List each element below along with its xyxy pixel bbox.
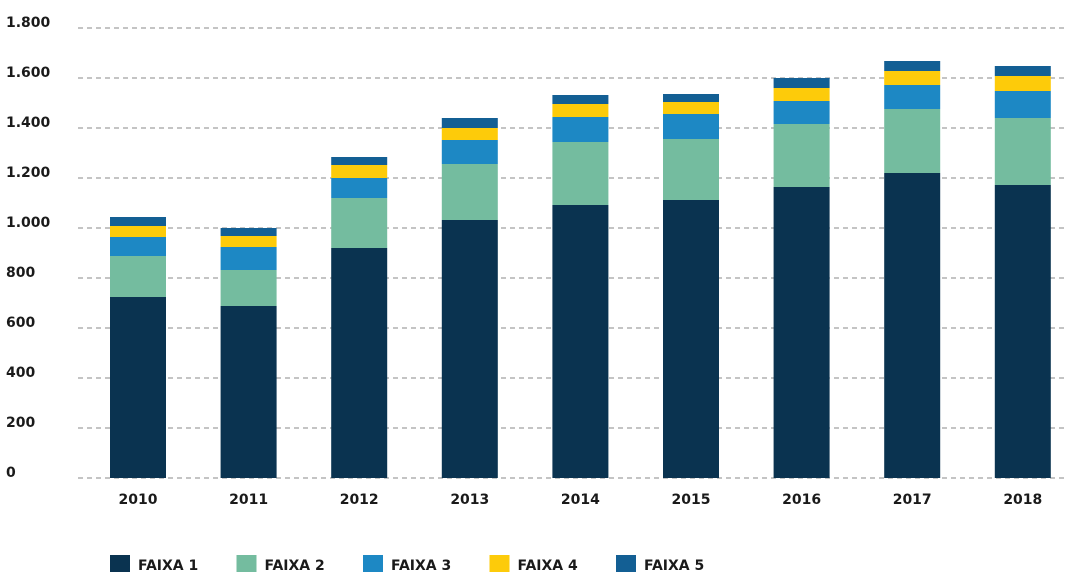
y-tick-label: 1.200 bbox=[6, 165, 51, 181]
bar-segment bbox=[441, 164, 498, 220]
y-tick-label: 0 bbox=[6, 465, 16, 481]
bar-segment bbox=[773, 187, 830, 478]
legend-label: FAIXA 2 bbox=[265, 558, 325, 572]
legend-label: FAIXA 1 bbox=[138, 558, 198, 572]
bar-segment bbox=[773, 88, 830, 101]
bar-segment bbox=[220, 228, 277, 236]
legend-label: FAIXA 4 bbox=[518, 558, 579, 572]
x-tick-label: 2013 bbox=[450, 492, 489, 508]
legend-swatch bbox=[236, 555, 257, 572]
bar-segment bbox=[441, 128, 498, 140]
legend-swatch bbox=[616, 555, 636, 572]
bar-segment bbox=[663, 114, 719, 139]
legend-label: FAIXA 3 bbox=[391, 558, 451, 572]
y-tick-label: 1.000 bbox=[6, 215, 51, 231]
legend-label: FAIXA 5 bbox=[644, 558, 704, 572]
bar-segment bbox=[110, 226, 166, 237]
x-tick-label: 2018 bbox=[1003, 492, 1042, 508]
bar-segment bbox=[441, 220, 498, 478]
legend-swatch bbox=[110, 555, 130, 572]
bar-segment bbox=[773, 124, 830, 187]
x-tick-label: 2017 bbox=[893, 492, 932, 508]
bar-segment bbox=[110, 237, 166, 256]
legend-swatch bbox=[363, 555, 383, 572]
x-tick-label: 2014 bbox=[561, 492, 600, 508]
bar-segment bbox=[663, 200, 719, 478]
bar-segment bbox=[110, 217, 166, 226]
bar-segment bbox=[220, 306, 277, 478]
y-tick-label: 1.400 bbox=[6, 115, 51, 131]
bar-segment bbox=[884, 61, 941, 71]
x-tick-label: 2015 bbox=[672, 492, 711, 508]
bar-segment bbox=[773, 78, 830, 88]
legend-swatch bbox=[489, 555, 510, 572]
x-tick-label: 2010 bbox=[119, 492, 158, 508]
bar-segment bbox=[663, 94, 719, 102]
y-tick-label: 800 bbox=[6, 265, 35, 281]
y-tick-label: 1.600 bbox=[6, 65, 51, 81]
x-tick-label: 2012 bbox=[340, 492, 379, 508]
bar-segment bbox=[994, 76, 1051, 91]
y-tick-label: 200 bbox=[6, 415, 35, 431]
bar-segment bbox=[220, 247, 277, 270]
bar-segment bbox=[994, 185, 1051, 478]
bar-segment bbox=[994, 118, 1051, 185]
bar-segment bbox=[552, 142, 609, 205]
bar-segment bbox=[552, 117, 609, 142]
y-tick-label: 600 bbox=[6, 315, 35, 331]
bar-segment bbox=[331, 157, 388, 165]
x-tick-label: 2011 bbox=[229, 492, 268, 508]
bar-segment bbox=[994, 66, 1051, 76]
y-tick-label: 400 bbox=[6, 365, 35, 381]
bar-segment bbox=[331, 165, 388, 178]
bar-segment bbox=[884, 109, 941, 173]
bar-segment bbox=[884, 85, 941, 109]
bar-segment bbox=[110, 297, 166, 478]
bar-segment bbox=[773, 101, 830, 124]
bar-segment bbox=[220, 270, 277, 306]
y-tick-label: 1.800 bbox=[6, 15, 51, 31]
bar-segment bbox=[331, 248, 388, 478]
bar-segment bbox=[994, 91, 1051, 118]
bar-segment bbox=[220, 236, 277, 247]
bar-segment bbox=[110, 256, 166, 297]
bar-segment bbox=[552, 104, 609, 117]
bar-segment bbox=[552, 95, 609, 104]
bar-segment bbox=[552, 205, 609, 478]
bar-segment bbox=[663, 139, 719, 200]
bar-segment bbox=[331, 198, 388, 248]
bar-segment bbox=[884, 71, 941, 85]
bar-segment bbox=[331, 178, 388, 198]
bar-segment bbox=[441, 140, 498, 164]
bar-segment bbox=[441, 118, 498, 128]
bar-segment bbox=[663, 102, 719, 114]
x-tick-label: 2016 bbox=[782, 492, 821, 508]
bar-segment bbox=[884, 173, 941, 478]
